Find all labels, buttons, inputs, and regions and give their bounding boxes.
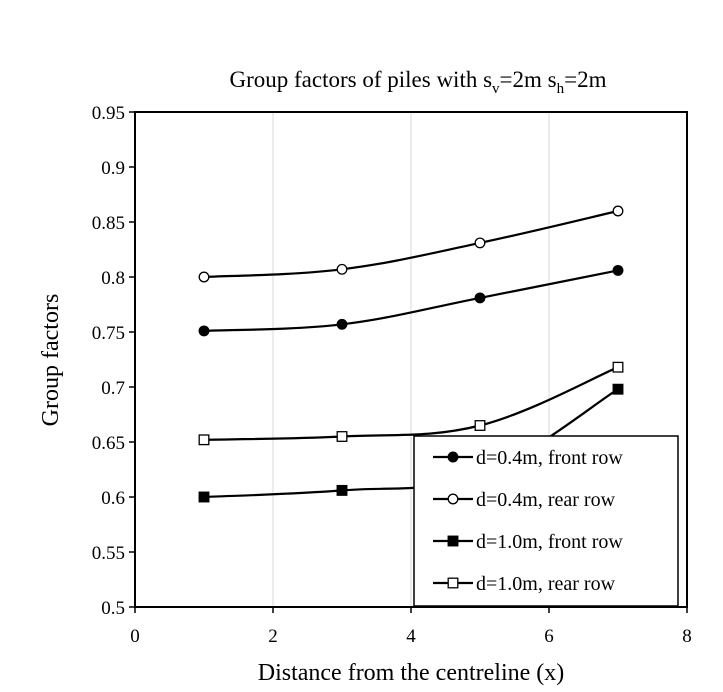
y-tick-label: 0.65 — [92, 433, 125, 454]
legend: d=0.4m, front row d=0.4m, rear row d=1.0m,… — [413, 435, 679, 607]
data-point — [474, 420, 486, 431]
x-axis-title: Distance from the centreline (x) — [258, 660, 565, 686]
data-point — [198, 271, 210, 283]
legend-label: d=0.4m, rear row — [476, 489, 616, 511]
data-point — [612, 205, 624, 217]
series-line — [203, 209, 619, 279]
y-tick-label: 0.55 — [92, 543, 125, 564]
x-axis-ticks: 0 2 4 6 8 — [130, 607, 692, 647]
y-tick-label: 0.75 — [92, 323, 125, 344]
x-tick-label: 2 — [268, 626, 278, 647]
y-tick-label: 0.8 — [101, 268, 125, 289]
y-tick-label: 0.5 — [101, 598, 125, 619]
data-point — [336, 263, 348, 275]
legend-entry: d=1.0m, rear row — [433, 573, 616, 595]
data-point — [336, 484, 348, 496]
y-axis-ticks: 0.5 0.55 0.6 0.65 0.7 0.75 0.8 0.85 0.9 0.95 — [92, 103, 135, 619]
legend-label: d=1.0m, front row — [476, 531, 623, 553]
legend-label: d=1.0m, rear row — [476, 573, 616, 595]
y-tick-label: 0.7 — [101, 378, 125, 399]
data-point — [474, 292, 486, 304]
x-tick-label: 0 — [130, 626, 140, 647]
y-axis-title: Group factors — [38, 294, 64, 427]
data-point — [336, 431, 348, 442]
legend-entry: d=1.0m, front row — [433, 531, 623, 553]
data-point — [612, 383, 624, 395]
y-tick-label: 0.9 — [101, 158, 125, 179]
data-point — [198, 434, 210, 446]
data-point — [198, 325, 210, 337]
legend-entry: d=0.4m, front row — [433, 447, 623, 469]
series-line — [203, 366, 619, 441]
data-point — [612, 264, 624, 276]
x-tick-label: 4 — [406, 626, 416, 647]
series-0 — [198, 264, 624, 337]
y-tick-label: 0.95 — [92, 103, 125, 124]
x-tick-label: 8 — [682, 626, 692, 647]
legend-marker — [447, 535, 459, 547]
legend-label: d=0.4m, front row — [476, 447, 623, 469]
legend-marker — [447, 577, 459, 589]
data-point — [474, 237, 486, 249]
data-point — [336, 318, 348, 330]
x-tick-label: 6 — [544, 626, 554, 647]
y-tick-label: 0.85 — [92, 213, 125, 234]
series-3 — [198, 361, 624, 446]
legend-marker — [447, 451, 459, 463]
chart-title: Group factors of piles with sv=2m sh=2m — [230, 67, 607, 97]
series-1 — [198, 205, 624, 283]
legend-marker — [447, 493, 459, 505]
series-line — [203, 269, 619, 332]
y-tick-label: 0.6 — [101, 488, 125, 509]
legend-entry: d=0.4m, rear row — [433, 489, 616, 511]
data-point — [198, 491, 210, 503]
data-point — [612, 361, 624, 373]
